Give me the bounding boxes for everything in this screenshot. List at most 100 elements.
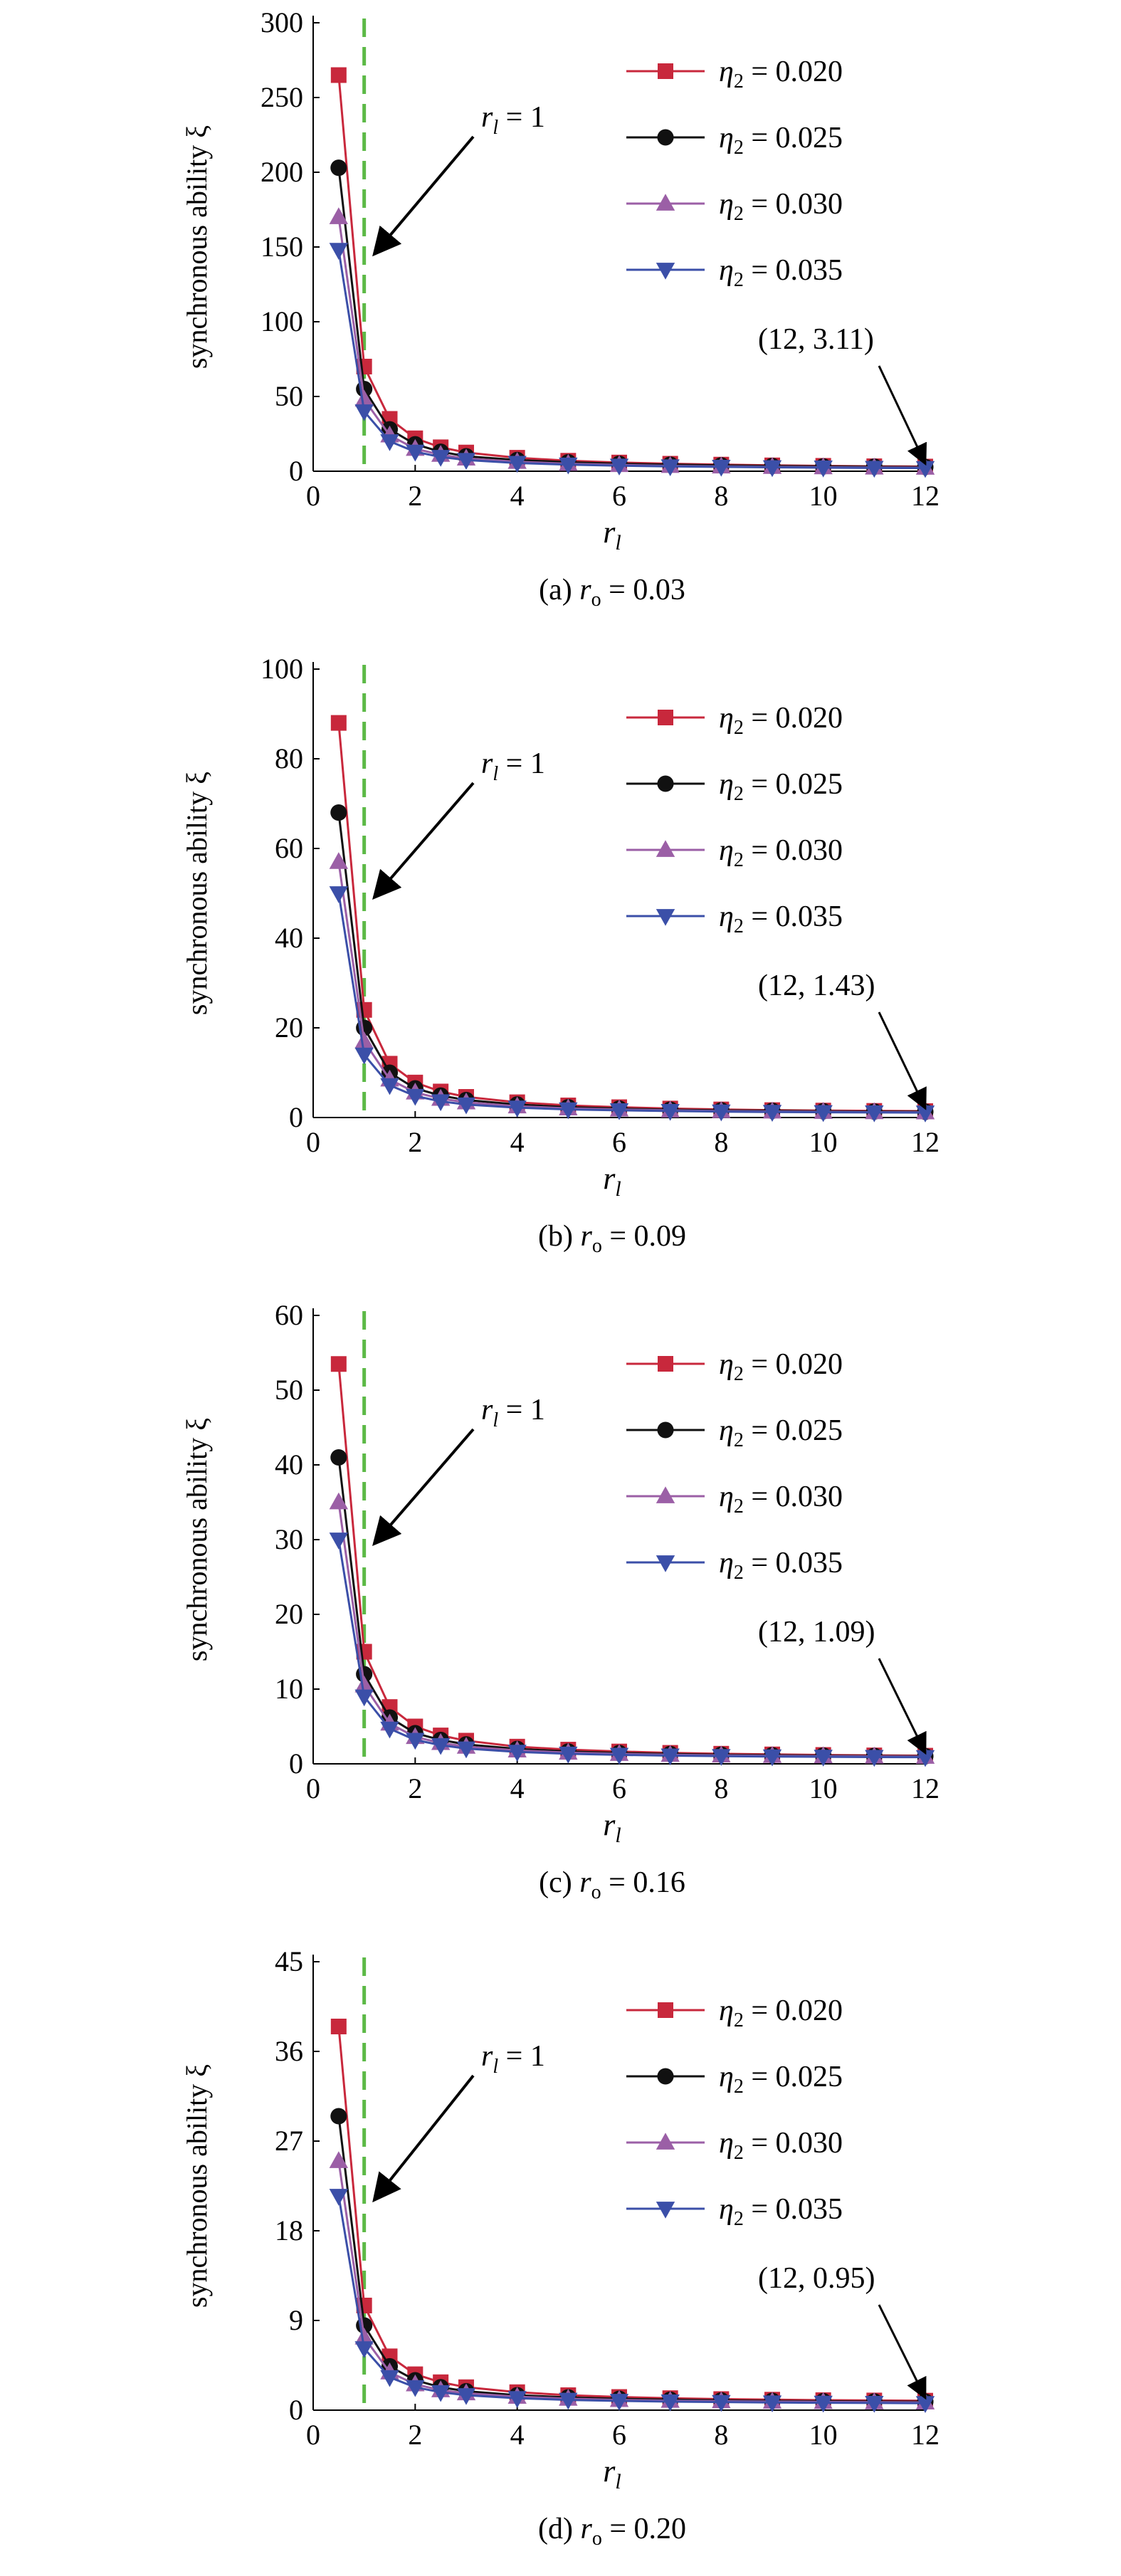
x-tick-label: 12	[911, 1126, 940, 1158]
x-tick-label: 0	[306, 1772, 320, 1804]
chart-panel-3: 0 9 18 27 36 45 0 2 4 6 8 10 12 synchronous ability ξ…	[181, 1945, 940, 2550]
y-axis-label: synchronous ability ξ	[181, 2064, 213, 2308]
data-point	[814, 461, 833, 478]
panel-caption: (c) ro = 0.16	[539, 1866, 685, 1903]
end-point-arrow	[878, 2304, 927, 2400]
x-tick-label: 8	[714, 1772, 728, 1804]
data-point	[431, 1094, 451, 1112]
data-point	[354, 1689, 374, 1707]
data-point	[330, 804, 347, 821]
panel-caption: (d) ro = 0.20	[538, 2513, 686, 2550]
y-tick-label: 40	[275, 1449, 303, 1481]
data-point	[762, 460, 782, 478]
chart-panel-0: 0 50 100 150 200 250 300 0 2 4 6 8 10 12 synchronous a…	[181, 6, 940, 611]
end-point-arrow	[878, 1011, 927, 1110]
x-tick-label: 4	[510, 480, 525, 512]
data-point	[380, 1721, 399, 1739]
data-point	[712, 1104, 731, 1122]
end-point-label: (12, 1.43)	[758, 969, 875, 1002]
x-tick-label: 6	[612, 2419, 626, 2451]
y-tick-label: 9	[289, 2304, 303, 2336]
data-point	[329, 852, 349, 869]
data-point	[330, 2019, 347, 2034]
data-point	[380, 1078, 399, 1095]
data-point	[380, 2370, 399, 2387]
data-point	[762, 2395, 782, 2412]
y-tick-label: 50	[275, 1374, 303, 1406]
x-tick-label: 10	[809, 480, 838, 512]
x-tick-label: 12	[911, 1772, 940, 1804]
legend-entry: η2 = 0.025	[719, 122, 843, 159]
x-tick-label: 8	[714, 2419, 728, 2451]
y-tick-label: 100	[260, 653, 303, 685]
y-tick-label: 27	[275, 2125, 303, 2157]
x-tick-label: 0	[306, 2419, 320, 2451]
arrow-label: rl = 1	[481, 747, 545, 785]
data-point	[354, 1047, 374, 1065]
legend-marker-2	[656, 1486, 675, 1503]
data-point	[661, 2394, 680, 2412]
y-tick-label: 60	[275, 1299, 303, 1331]
legend-marker-1	[657, 129, 674, 146]
y-tick-label: 0	[289, 1101, 303, 1133]
x-tick-label: 12	[911, 2419, 940, 2451]
data-point	[406, 2380, 425, 2397]
legend-entry: η2 = 0.025	[719, 1414, 843, 1451]
data-point	[814, 1750, 833, 1767]
data-point	[712, 1749, 731, 1766]
x-tick-label: 10	[809, 2419, 838, 2451]
data-point	[329, 886, 349, 903]
legend-entry: η2 = 0.030	[719, 2127, 843, 2164]
end-point-label: (12, 1.09)	[758, 1616, 875, 1649]
data-point	[329, 1533, 349, 1550]
data-point	[865, 461, 884, 478]
x-tick-label: 6	[612, 1126, 626, 1158]
legend-marker-2	[656, 194, 675, 211]
y-tick-label: 40	[275, 922, 303, 954]
arrow-label: rl = 1	[481, 2040, 545, 2078]
data-point	[354, 2341, 374, 2358]
data-point	[354, 404, 374, 421]
x-tick-label: 10	[809, 1126, 838, 1158]
legend-entry: η2 = 0.020	[719, 1994, 843, 2031]
arrow	[372, 1428, 475, 1547]
data-point	[330, 67, 347, 83]
legend-marker-1	[657, 2068, 674, 2085]
arrow	[372, 135, 475, 257]
y-tick-label: 0	[289, 2394, 303, 2426]
legend-marker-0	[658, 710, 673, 725]
x-tick-label: 0	[306, 1126, 320, 1158]
legend-marker-2	[656, 840, 675, 857]
x-tick-label: 6	[612, 480, 626, 512]
legend-entry: η2 = 0.030	[719, 1481, 843, 1518]
data-point	[609, 1747, 629, 1765]
data-point	[456, 2388, 476, 2405]
data-point	[406, 444, 425, 462]
x-tick-label: 8	[714, 480, 728, 512]
y-tick-label: 0	[289, 455, 303, 487]
data-point	[814, 1105, 833, 1123]
y-axis-label: synchronous ability ξ	[181, 772, 213, 1015]
data-point	[559, 457, 578, 475]
data-point	[354, 1031, 374, 1048]
arrow-label: rl = 1	[481, 1394, 545, 1431]
y-tick-label: 200	[260, 156, 303, 188]
chart-panel-2: 0 10 20 30 40 50 60 0 2 4 6 8 10 12 synchronous abilit…	[181, 1299, 940, 1903]
y-tick-label: 36	[275, 2035, 303, 2067]
x-tick-label: 4	[510, 2419, 525, 2451]
data-point	[354, 2328, 374, 2345]
data-point	[762, 1105, 782, 1122]
data-point	[431, 1738, 451, 1755]
x-tick-label: 8	[714, 1126, 728, 1158]
data-point	[507, 456, 527, 473]
data-point	[330, 1449, 347, 1466]
legend-marker-3	[656, 909, 675, 926]
data-point	[329, 207, 349, 224]
legend-entry: η2 = 0.020	[719, 56, 843, 93]
legend-entry: η2 = 0.035	[719, 2193, 843, 2230]
series-line-3	[337, 2195, 926, 2404]
data-point	[609, 1103, 629, 1120]
data-point	[329, 243, 349, 260]
legend-entry: η2 = 0.020	[719, 1348, 843, 1385]
